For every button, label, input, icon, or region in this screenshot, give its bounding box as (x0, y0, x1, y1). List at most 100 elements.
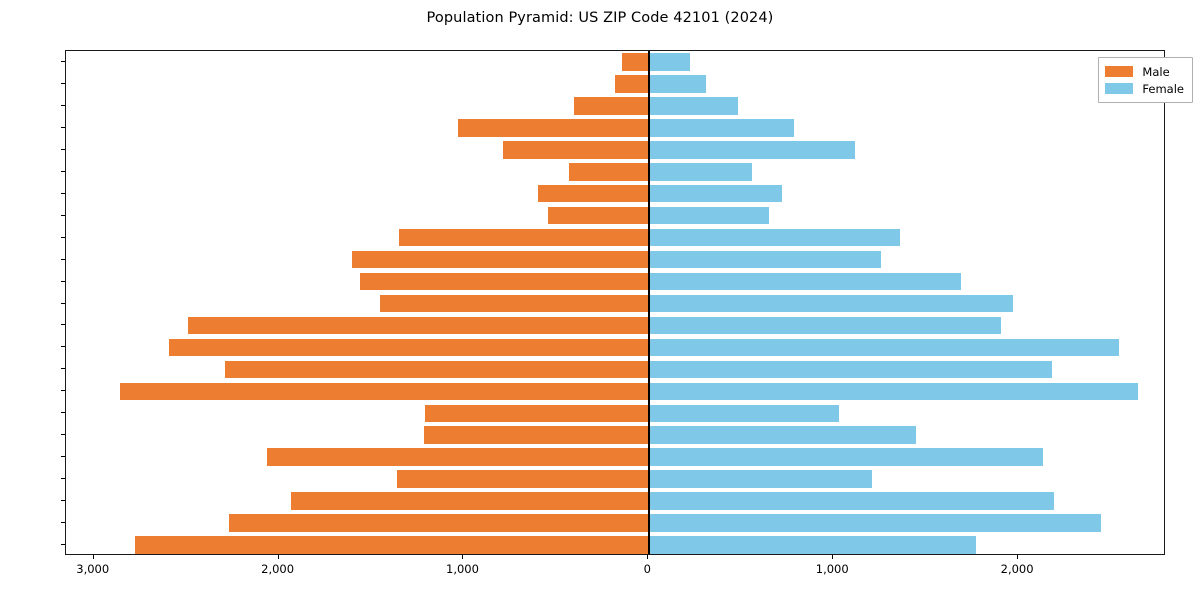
pyramid-row (66, 184, 1164, 203)
bar-male-30-34[interactable] (168, 338, 649, 357)
y-tick-mark (61, 104, 65, 106)
y-tick-mark (61, 60, 65, 62)
y-tick-mark (61, 368, 65, 370)
bar-female-80-84[interactable] (648, 75, 706, 93)
bar-female-under-5[interactable] (648, 536, 977, 554)
bar-female-22-24[interactable] (648, 382, 1139, 401)
y-tick-mark (61, 258, 65, 260)
x-tick-mark (647, 555, 649, 559)
legend-swatch-male (1105, 66, 1134, 77)
legend-swatch-female (1105, 83, 1134, 94)
bar-male-20[interactable] (423, 426, 649, 445)
bar-male-35-39[interactable] (188, 316, 649, 335)
bar-female-21[interactable] (648, 404, 839, 423)
zero-axis-line (648, 51, 650, 554)
y-tick-mark (61, 478, 65, 480)
bar-female-25-29[interactable] (648, 360, 1053, 379)
bar-female-18-19[interactable] (648, 448, 1044, 466)
y-tick-mark (61, 522, 65, 524)
pyramid-row (66, 294, 1164, 313)
x-tick-label-0: 3,000 (76, 562, 110, 576)
pyramid-row (66, 97, 1164, 115)
bar-male-40-44[interactable] (380, 294, 649, 313)
pyramid-row (66, 360, 1164, 379)
bar-female-20[interactable] (648, 426, 917, 445)
bar-female-30-34[interactable] (648, 338, 1119, 357)
pyramid-row (66, 141, 1164, 159)
legend-entry-male[interactable]: Male (1105, 63, 1184, 80)
chart-legend[interactable]: Male Female (1098, 57, 1193, 103)
bar-female-50-54[interactable] (648, 250, 882, 269)
bar-female-60-61[interactable] (648, 206, 770, 225)
bar-male-62-64[interactable] (538, 184, 649, 203)
bar-male-60-61[interactable] (547, 206, 649, 225)
bar-male-80-84[interactable] (615, 75, 649, 93)
bar-male-85-[interactable] (621, 53, 649, 71)
pyramid-row (66, 514, 1164, 532)
y-tick-mark (61, 324, 65, 326)
bar-female-70-74[interactable] (648, 119, 795, 137)
pyramid-row (66, 250, 1164, 269)
pyramid-row (66, 53, 1164, 71)
bar-male-75-79[interactable] (574, 97, 649, 115)
pyramid-row (66, 206, 1164, 225)
bar-female-5-9[interactable] (648, 514, 1102, 532)
bar-female-65-66[interactable] (648, 162, 752, 181)
chart-title: Population Pyramid: US ZIP Code 42101 (2… (426, 10, 774, 26)
y-tick-mark (61, 148, 65, 150)
y-tick-mark (61, 236, 65, 238)
bar-male-45-49[interactable] (359, 272, 649, 291)
bar-male-10-14[interactable] (290, 492, 649, 510)
bar-male-5-9[interactable] (228, 514, 649, 532)
y-tick-mark (61, 126, 65, 128)
bar-male-22-24[interactable] (119, 382, 649, 401)
bar-female-40-44[interactable] (648, 294, 1013, 313)
bar-female-75-79[interactable] (648, 97, 738, 115)
pyramid-row (66, 228, 1164, 247)
pyramid-row (66, 272, 1164, 291)
y-tick-mark (61, 434, 65, 436)
y-tick-mark (61, 82, 65, 84)
bar-female-45-49[interactable] (648, 272, 961, 291)
bar-female-15-17[interactable] (648, 470, 873, 488)
x-tick-mark (92, 555, 94, 559)
y-tick-mark (61, 390, 65, 392)
y-tick-mark (61, 302, 65, 304)
bar-female-67-69[interactable] (648, 141, 856, 159)
y-tick-mark (61, 500, 65, 502)
pyramid-row (66, 426, 1164, 445)
legend-entry-female[interactable]: Female (1105, 80, 1184, 97)
bar-female-55-59[interactable] (648, 228, 900, 247)
bar-male-67-69[interactable] (503, 141, 649, 159)
plot-area (65, 50, 1165, 555)
bar-male-65-66[interactable] (568, 162, 649, 181)
bar-male-55-59[interactable] (398, 228, 649, 247)
bar-female-35-39[interactable] (648, 316, 1002, 335)
legend-label-male: Male (1142, 64, 1170, 79)
pyramid-row (66, 448, 1164, 466)
y-tick-mark (61, 544, 65, 546)
bar-male-70-74[interactable] (457, 119, 649, 137)
bar-male-under-5[interactable] (135, 536, 649, 554)
bar-male-18-19[interactable] (266, 448, 649, 466)
x-tick-label-3: 0 (643, 562, 652, 576)
bar-female-62-64[interactable] (648, 184, 783, 203)
x-tick-mark (462, 555, 464, 559)
y-tick-mark (61, 214, 65, 216)
bar-male-21[interactable] (424, 404, 649, 423)
bar-male-50-54[interactable] (351, 250, 649, 269)
pyramid-row (66, 536, 1164, 554)
y-tick-mark (61, 170, 65, 172)
x-tick-mark (277, 555, 279, 559)
x-tick-label-4: 1,000 (815, 562, 849, 576)
x-tick-label-1: 2,000 (261, 562, 295, 576)
bar-female-10-14[interactable] (648, 492, 1055, 510)
pyramid-row (66, 75, 1164, 93)
bar-male-15-17[interactable] (396, 470, 649, 488)
x-tick-mark (832, 555, 834, 559)
bar-female-85-[interactable] (648, 53, 690, 71)
y-tick-mark (61, 456, 65, 458)
bar-male-25-29[interactable] (224, 360, 649, 379)
legend-label-female: Female (1142, 81, 1184, 96)
